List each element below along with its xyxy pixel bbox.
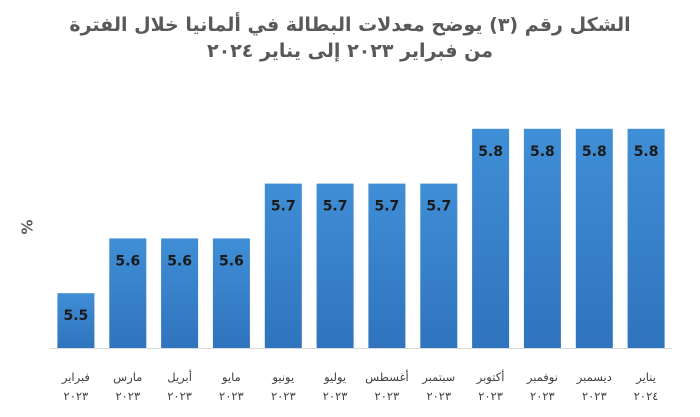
- tick-label-year-12: ٢٠٢٤: [634, 389, 659, 403]
- tick-label-month-12: يناير: [635, 370, 656, 385]
- bar-10: [523, 128, 561, 348]
- data-label-7: 5.7: [374, 199, 399, 215]
- tick-label-month-11: ديسمبر: [576, 370, 612, 385]
- tick-label-month-9: أكتوبر: [476, 369, 505, 385]
- tick-label-year-6: ٢٠٢٣: [323, 389, 348, 403]
- bar-12: [627, 128, 665, 348]
- chart-title: الشكل رقم (٣) يوضح معدلات البطالة في ألم…: [69, 14, 631, 36]
- bar-7: [368, 183, 406, 348]
- tick-label-year-9: ٢٠٢٣: [478, 389, 503, 403]
- tick-label-month-10: نوفمبر: [526, 370, 558, 385]
- tick-label-month-8: سبتمبر: [421, 370, 455, 385]
- tick-label-year-10: ٢٠٢٣: [530, 389, 555, 403]
- chart-subtitle: من فبراير ٢٠٢٣ إلى يناير ٢٠٢٤: [206, 40, 494, 62]
- bar-3: [161, 238, 199, 348]
- tick-label-year-4: ٢٠٢٣: [219, 389, 244, 403]
- tick-label-month-2: مارس: [113, 370, 142, 385]
- bar-2: [109, 238, 147, 348]
- tick-label-year-8: ٢٠٢٣: [426, 389, 451, 403]
- tick-label-year-7: ٢٠٢٣: [375, 389, 400, 403]
- tick-label-month-1: فبراير: [61, 370, 90, 385]
- data-label-10: 5.8: [530, 144, 555, 160]
- data-label-5: 5.7: [271, 199, 296, 215]
- data-label-9: 5.8: [478, 144, 503, 160]
- bar-5: [264, 183, 302, 348]
- tick-label-year-1: ٢٠٢٣: [64, 389, 89, 403]
- tick-label-month-4: مايو: [221, 370, 241, 385]
- bar-6: [316, 183, 354, 348]
- tick-label-month-7: أغسطس: [365, 369, 409, 385]
- data-label-4: 5.6: [219, 253, 244, 269]
- data-label-6: 5.7: [323, 199, 348, 215]
- data-label-1: 5.5: [63, 308, 88, 324]
- tick-label-year-5: ٢٠٢٣: [271, 389, 296, 403]
- bar-11: [575, 128, 613, 348]
- data-label-2: 5.6: [115, 253, 140, 269]
- data-label-8: 5.7: [426, 199, 451, 215]
- bar-1: [57, 293, 95, 348]
- data-label-11: 5.8: [582, 144, 607, 160]
- tick-label-year-2: ٢٠٢٣: [115, 389, 140, 403]
- tick-label-month-3: أبريل: [167, 369, 192, 385]
- tick-label-year-11: ٢٠٢٣: [582, 389, 607, 403]
- data-label-12: 5.8: [634, 144, 659, 160]
- tick-label-year-3: ٢٠٢٣: [167, 389, 192, 403]
- data-label-3: 5.6: [167, 253, 192, 269]
- tick-label-month-5: يونيو: [271, 370, 294, 385]
- tick-label-month-6: يوليو: [323, 370, 346, 385]
- bar-9: [472, 128, 510, 348]
- bar-8: [420, 183, 458, 348]
- bar-4: [212, 238, 250, 348]
